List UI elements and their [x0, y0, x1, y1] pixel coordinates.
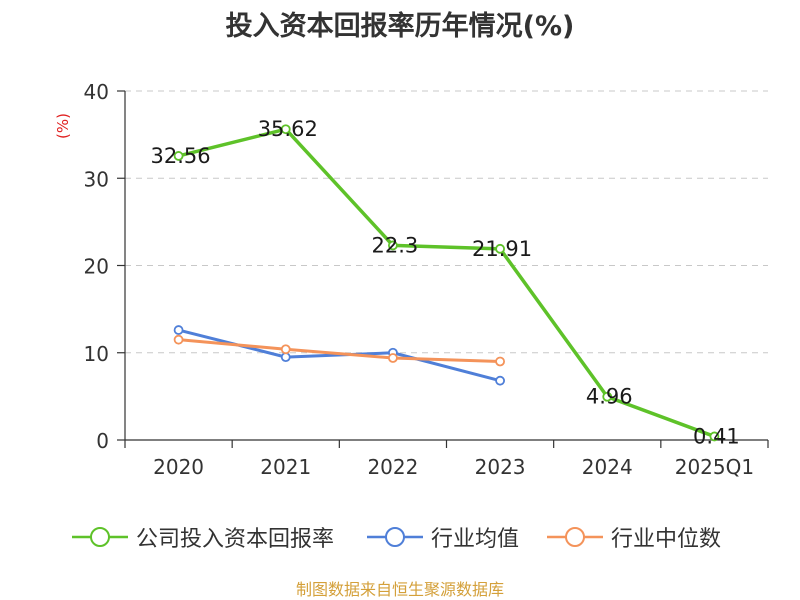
y-tick-label-30: 30: [84, 167, 109, 191]
x-tick-label-2022: 2022: [367, 455, 418, 479]
series-1-point-2021: [280, 352, 291, 363]
y-tick-label-10: 10: [84, 342, 109, 366]
y-axis-label: (%): [54, 113, 72, 139]
chart-title: 投入资本回报率历年情况(%): [225, 11, 575, 42]
data-label-2025Q1: 0.41: [693, 424, 740, 448]
series-1-point-2020: [173, 325, 184, 335]
legend-swatch-company: [72, 527, 128, 547]
legend-item-industry-mean[interactable]: 行业均值: [365, 522, 519, 552]
legend-item-industry-median[interactable]: 行业中位数: [545, 522, 721, 552]
series-0-point-2023: [495, 243, 505, 254]
y-tick-label-0: 0: [96, 429, 109, 453]
x-tick-label-2025Q1: 2025Q1: [675, 455, 754, 479]
legend-swatch-industry-median: [547, 527, 603, 547]
y-tick-label-40: 40: [84, 80, 109, 104]
series-line-2: [178, 338, 501, 363]
x-tick-label-2020: 2020: [153, 455, 204, 479]
series-0-point-2024: [602, 391, 613, 402]
series-2-point-2023: [495, 356, 505, 367]
series-line-1: [178, 328, 501, 383]
series-1-point-2023: [495, 375, 505, 386]
data-label-2022: 22.3: [372, 233, 419, 257]
series-2-point-2021: [280, 344, 291, 355]
series-0-point-2022: [388, 240, 398, 251]
y-tick-label-20: 20: [84, 255, 109, 279]
data-label-2020: 32.56: [151, 144, 211, 168]
legend-label-company: 公司投入资本回报率: [136, 527, 335, 552]
legend-item-company[interactable]: 公司投入资本回报率: [70, 522, 334, 552]
x-tick-label-2024: 2024: [582, 455, 633, 479]
data-label-2024: 4.96: [586, 385, 633, 409]
legend-label-industry-median: 行业中位数: [611, 527, 722, 552]
series-0-point-2021: [280, 124, 291, 135]
legend: 公司投入资本回报率 行业均值 行业中位数: [0, 522, 800, 552]
data-label-2023: 21.91: [472, 237, 532, 261]
legend-label-industry-mean: 行业均值: [431, 527, 520, 552]
series-0-point-2020: [173, 151, 184, 161]
series-line-0: [178, 127, 716, 439]
series-2-point-2022: [388, 353, 398, 363]
legend-swatch-industry-mean: [367, 527, 423, 547]
x-tick-label-2021: 2021: [260, 455, 311, 479]
x-tick-label-2023: 2023: [475, 455, 526, 479]
series-0-point-2025Q1: [709, 431, 720, 442]
series-2-point-2020: [173, 334, 184, 345]
data-label-2021: 35.62: [258, 117, 318, 141]
data-source-note: 制图数据来自恒生聚源数据库: [295, 580, 504, 599]
